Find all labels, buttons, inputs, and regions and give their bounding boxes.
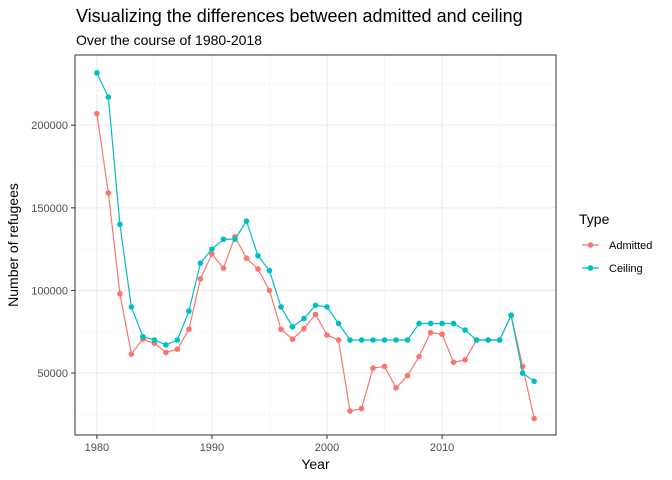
grid xyxy=(75,55,556,435)
admitted-point xyxy=(174,346,181,352)
x-tick-label: 2000 xyxy=(315,442,339,454)
ceiling-point xyxy=(220,236,227,243)
ceiling-point xyxy=(197,260,204,266)
admitted-point xyxy=(289,336,296,342)
admitted-point xyxy=(243,255,250,262)
ceiling-point xyxy=(278,304,284,310)
admitted-point xyxy=(462,357,468,363)
admitted-point xyxy=(324,332,330,338)
admitted-point xyxy=(312,311,319,318)
admitted-point xyxy=(416,353,422,360)
ceiling-point xyxy=(508,312,514,319)
admitted-point xyxy=(381,363,388,370)
admitted-point xyxy=(393,385,399,391)
x-tick-label: 1990 xyxy=(200,442,224,454)
ceiling-point xyxy=(266,267,273,274)
series-layer xyxy=(94,70,537,422)
ceiling-point xyxy=(416,320,422,327)
admitted-point xyxy=(163,349,169,356)
admitted-legend-label: Admitted xyxy=(609,240,652,252)
ceiling-point xyxy=(255,252,261,259)
ceiling-point xyxy=(404,337,411,343)
admitted-point xyxy=(266,287,273,294)
admitted-point xyxy=(117,290,123,297)
admitted-point xyxy=(278,326,284,333)
y-axis-title: Number of refugees xyxy=(5,183,21,307)
admitted-point xyxy=(358,405,365,412)
ceiling-point xyxy=(462,327,468,333)
y-tick-label: 50000 xyxy=(37,368,68,380)
ceiling-point xyxy=(105,94,112,100)
admitted-point xyxy=(404,372,411,379)
ceiling-point xyxy=(186,308,192,314)
ceiling-point xyxy=(128,304,135,310)
ceiling-point xyxy=(163,342,169,348)
ceiling-point xyxy=(243,218,250,224)
admitted-point xyxy=(209,251,215,257)
ceiling-point xyxy=(485,337,491,343)
ceiling-legend-label: Ceiling xyxy=(609,263,643,275)
axis-ticks: 1980 1990 2000 2010 50000 100000 150000 200000 xyxy=(31,120,454,454)
ceiling-point xyxy=(289,323,296,330)
admitted-point xyxy=(301,325,307,332)
ceiling-point xyxy=(312,302,319,309)
plot-panel xyxy=(74,54,557,436)
ceiling-point xyxy=(324,304,330,310)
admitted-legend-key-point xyxy=(587,242,594,248)
admitted-point xyxy=(94,110,100,117)
ceiling-point xyxy=(496,337,503,343)
ceiling-point xyxy=(94,70,100,76)
ceiling-point xyxy=(370,337,376,343)
y-tick-label: 200000 xyxy=(31,120,68,132)
admitted-point xyxy=(255,266,261,272)
ceiling-point xyxy=(519,370,526,376)
ceiling-point xyxy=(232,236,238,243)
ceiling-point xyxy=(358,337,365,343)
ceiling-point xyxy=(531,378,537,385)
admitted-point xyxy=(427,329,434,336)
admitted-point xyxy=(105,190,112,196)
admitted-point xyxy=(370,365,376,371)
legend: Type Admitted Ceiling xyxy=(579,211,652,275)
chart-subtitle: Over the course of 1980-2018 xyxy=(76,32,262,48)
ceiling-point xyxy=(174,337,181,343)
ceiling-point xyxy=(151,337,158,343)
x-tick-label: 2010 xyxy=(430,442,454,454)
y-tick-label: 150000 xyxy=(31,203,68,215)
admitted-point xyxy=(450,359,457,366)
admitted-point xyxy=(347,408,353,414)
ceiling-point xyxy=(427,320,434,327)
ceiling-point xyxy=(347,337,353,343)
chart-title: Visualizing the differences between admi… xyxy=(76,6,523,26)
ceiling-point xyxy=(301,315,307,322)
admitted-point xyxy=(186,326,192,333)
ceiling-point xyxy=(209,246,215,252)
ceiling-point xyxy=(117,221,123,228)
x-axis-title: Year xyxy=(301,456,330,472)
ceiling-legend-key-point xyxy=(587,265,594,271)
ceiling-point xyxy=(335,320,342,327)
ceiling-point xyxy=(439,320,445,327)
ceiling-point xyxy=(450,320,457,327)
ceiling-point xyxy=(381,337,388,343)
y-tick-label: 100000 xyxy=(31,285,68,297)
ceiling-series-line xyxy=(96,72,535,382)
ceiling-point xyxy=(393,337,399,343)
ceiling-point xyxy=(473,337,480,343)
admitted-point xyxy=(128,351,135,357)
admitted-point xyxy=(439,331,445,338)
legend-title: Type xyxy=(579,211,610,227)
admitted-point xyxy=(220,265,227,271)
ceiling-point xyxy=(140,333,146,340)
admitted-point xyxy=(335,337,342,343)
admitted-point xyxy=(531,415,537,422)
x-tick-label: 1980 xyxy=(85,442,109,454)
admitted-point xyxy=(197,276,204,282)
